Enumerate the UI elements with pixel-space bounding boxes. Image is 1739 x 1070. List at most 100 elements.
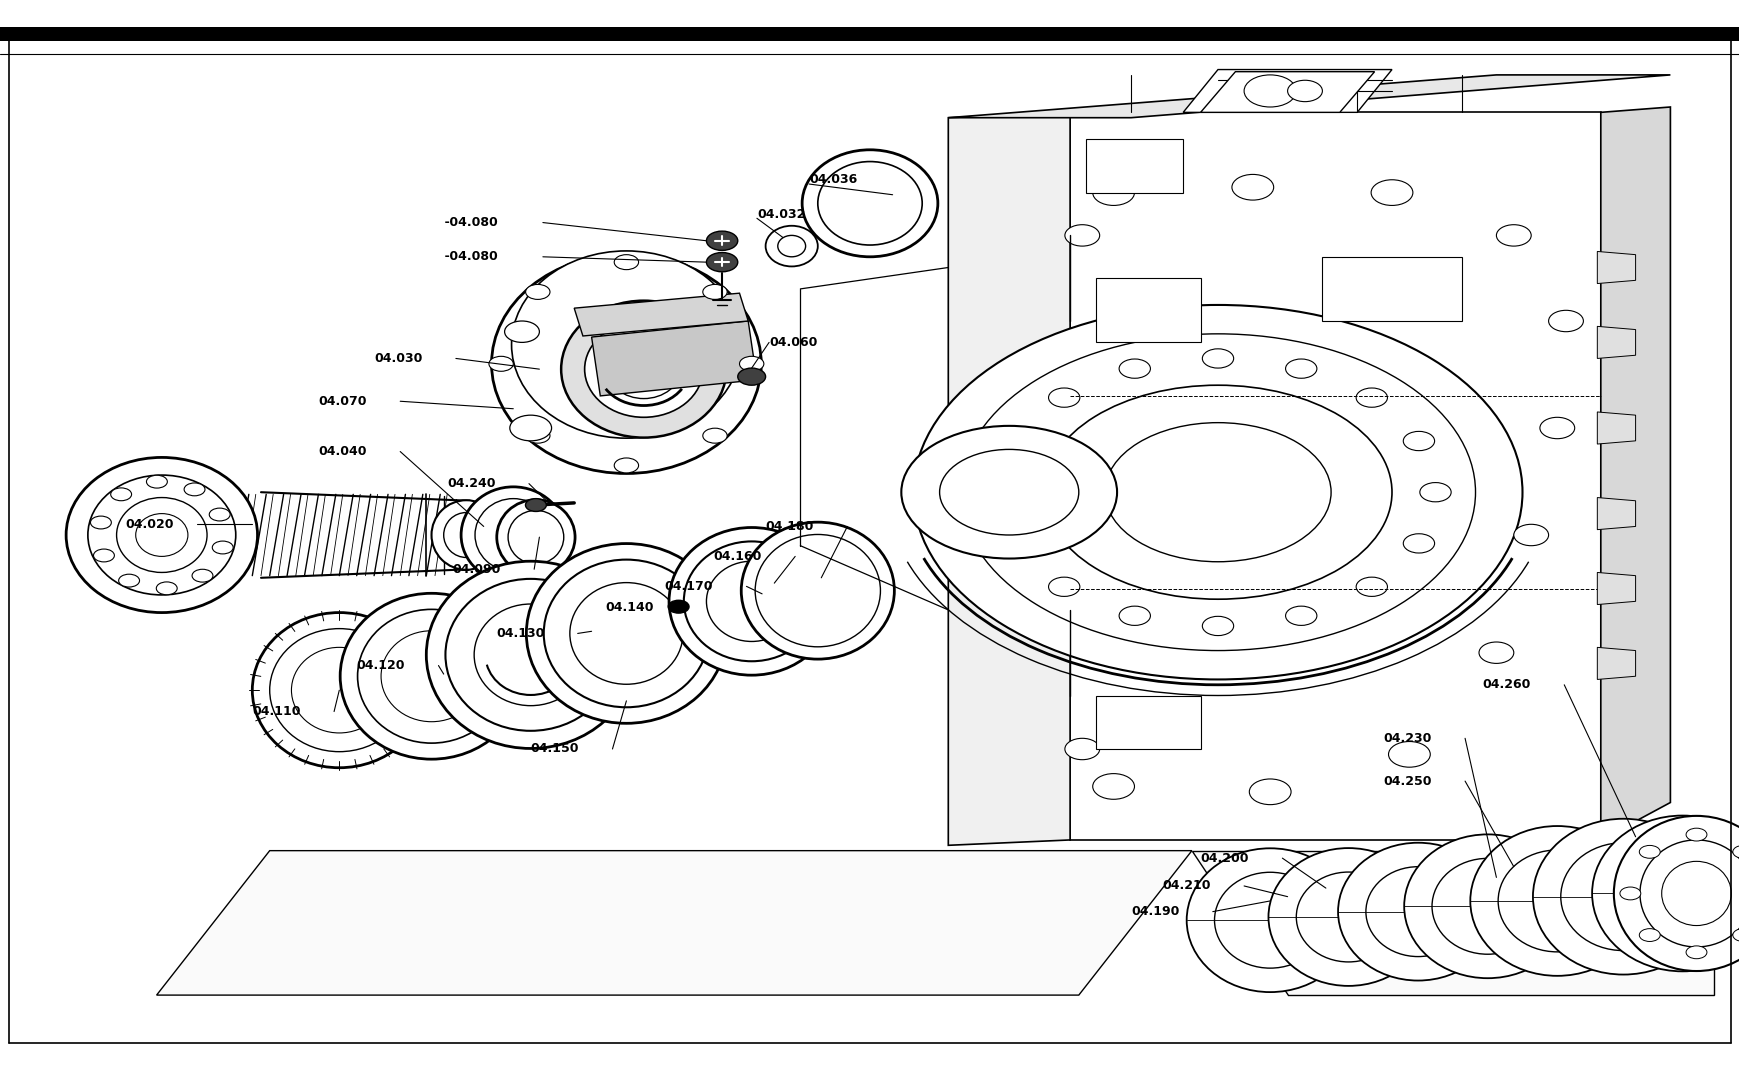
Ellipse shape (443, 513, 489, 557)
Ellipse shape (511, 250, 741, 439)
Polygon shape (157, 851, 1191, 995)
Text: 04.060: 04.060 (769, 336, 817, 349)
Polygon shape (574, 293, 748, 336)
Text: 04.170: 04.170 (664, 580, 713, 593)
Polygon shape (1191, 851, 1713, 995)
Circle shape (1638, 929, 1659, 942)
Circle shape (1049, 577, 1080, 596)
Ellipse shape (1560, 843, 1685, 950)
Circle shape (1287, 80, 1322, 102)
Polygon shape (948, 75, 1669, 118)
Ellipse shape (543, 560, 710, 707)
Ellipse shape (1497, 850, 1616, 952)
Ellipse shape (497, 500, 574, 575)
Ellipse shape (1431, 858, 1542, 954)
Text: 04.036: 04.036 (809, 173, 857, 186)
Ellipse shape (1296, 872, 1400, 962)
Ellipse shape (117, 498, 207, 572)
Circle shape (1064, 738, 1099, 760)
Text: 04.090: 04.090 (452, 563, 501, 576)
Ellipse shape (817, 162, 922, 245)
Circle shape (1202, 349, 1233, 368)
Circle shape (1370, 180, 1412, 205)
Circle shape (1285, 360, 1316, 379)
Polygon shape (1096, 278, 1200, 342)
Circle shape (1043, 385, 1391, 599)
Ellipse shape (1469, 826, 1643, 976)
Circle shape (191, 569, 212, 582)
Ellipse shape (358, 610, 504, 743)
Ellipse shape (445, 579, 616, 731)
Ellipse shape (381, 630, 482, 722)
Ellipse shape (473, 603, 586, 706)
Ellipse shape (1214, 872, 1325, 968)
Circle shape (1092, 774, 1134, 799)
Circle shape (504, 321, 539, 342)
Circle shape (1685, 828, 1706, 841)
Ellipse shape (525, 544, 727, 723)
Circle shape (1355, 577, 1386, 596)
Circle shape (1202, 616, 1233, 636)
Polygon shape (1596, 412, 1635, 444)
Ellipse shape (136, 514, 188, 556)
Text: 04.250: 04.250 (1383, 775, 1431, 788)
Circle shape (1092, 180, 1134, 205)
Circle shape (1478, 642, 1513, 663)
Ellipse shape (270, 628, 409, 752)
Circle shape (1513, 524, 1548, 546)
Ellipse shape (562, 301, 727, 438)
Circle shape (118, 575, 139, 587)
Circle shape (111, 488, 132, 501)
Circle shape (739, 356, 763, 371)
Ellipse shape (341, 593, 522, 760)
Circle shape (90, 516, 111, 529)
Ellipse shape (252, 612, 426, 768)
Polygon shape (591, 321, 756, 396)
Circle shape (1285, 606, 1316, 625)
Polygon shape (1596, 647, 1635, 679)
Text: ⁃04.080: ⁃04.080 (443, 216, 497, 229)
Circle shape (157, 582, 177, 595)
Ellipse shape (670, 528, 835, 675)
Circle shape (1064, 225, 1099, 246)
Ellipse shape (1591, 815, 1739, 972)
Circle shape (1249, 779, 1290, 805)
Circle shape (1002, 534, 1033, 553)
Ellipse shape (66, 457, 257, 612)
Text: 04.180: 04.180 (765, 520, 814, 533)
Circle shape (184, 483, 205, 495)
Circle shape (510, 415, 551, 441)
Ellipse shape (1268, 849, 1428, 985)
Ellipse shape (1614, 815, 1739, 972)
Circle shape (703, 428, 727, 443)
Polygon shape (0, 27, 1739, 41)
Circle shape (1496, 225, 1530, 246)
Polygon shape (1596, 498, 1635, 530)
Ellipse shape (1365, 867, 1469, 957)
Ellipse shape (1619, 840, 1739, 947)
Circle shape (1732, 845, 1739, 858)
Ellipse shape (1186, 849, 1353, 992)
Ellipse shape (290, 647, 388, 733)
Circle shape (984, 483, 1016, 502)
Circle shape (1231, 174, 1273, 200)
Circle shape (960, 334, 1475, 651)
Ellipse shape (1337, 843, 1497, 980)
Text: 04.190: 04.190 (1130, 905, 1179, 918)
Polygon shape (1600, 107, 1669, 840)
Circle shape (146, 475, 167, 488)
Circle shape (1539, 417, 1574, 439)
Circle shape (1402, 431, 1433, 450)
Text: 04.040: 04.040 (318, 445, 367, 458)
Ellipse shape (508, 510, 563, 564)
Circle shape (901, 426, 1116, 559)
Circle shape (489, 356, 513, 371)
Ellipse shape (1661, 861, 1730, 926)
Text: 04.032: 04.032 (756, 208, 805, 220)
Text: 04.130: 04.130 (496, 627, 544, 640)
Ellipse shape (802, 150, 937, 257)
Text: 04.200: 04.200 (1200, 852, 1249, 865)
Text: 04.230: 04.230 (1383, 732, 1431, 745)
Circle shape (1732, 929, 1739, 942)
Circle shape (209, 508, 230, 521)
